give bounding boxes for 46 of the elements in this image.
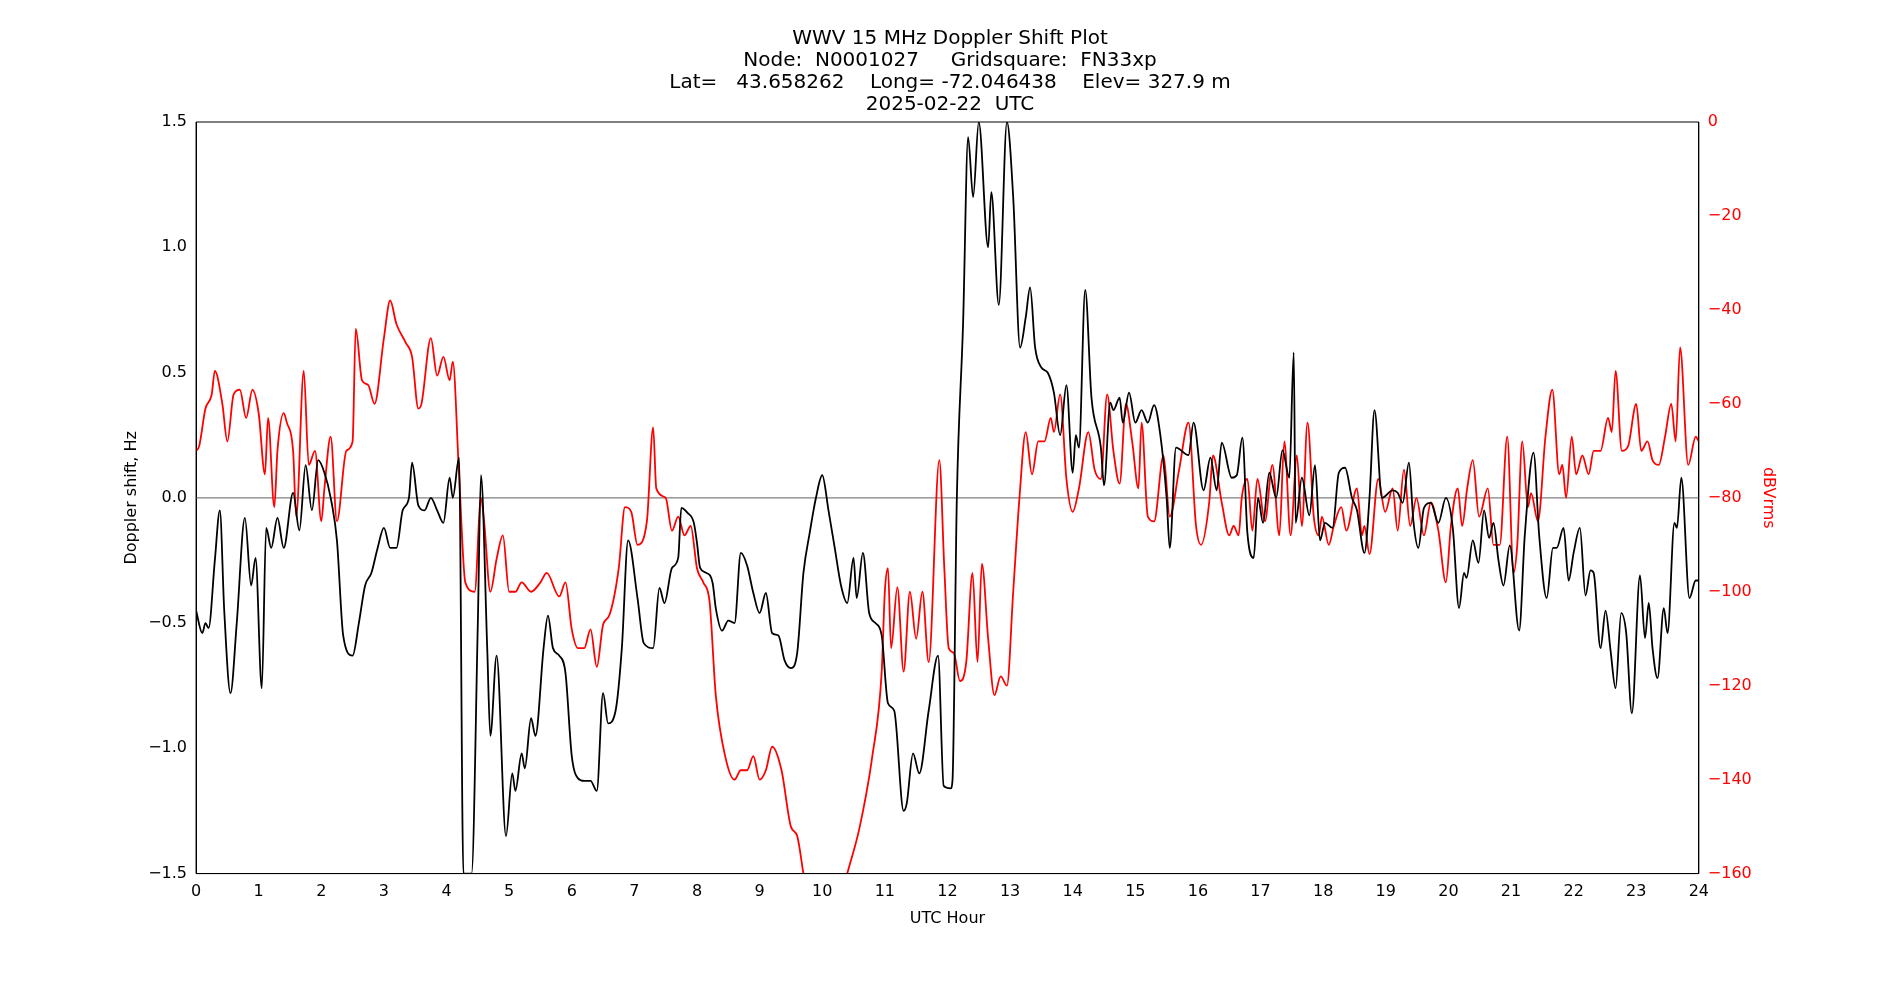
x-tick-label: 14 [1062, 881, 1083, 901]
x-tick-label: 15 [1125, 881, 1146, 901]
x-tick-label: 18 [1312, 881, 1334, 901]
x-tick-label: 1 [253, 881, 264, 901]
x-tick-label: 24 [1688, 881, 1710, 901]
y2-tick-label: 0 [1707, 111, 1719, 131]
y-axis-title: Doppler shift, Hz [120, 431, 140, 565]
x-tick-label: 5 [504, 881, 515, 901]
y2-tick-label: −160 [1707, 862, 1752, 882]
y-tick-label: 0.5 [161, 361, 188, 381]
x-tick-label: 21 [1500, 881, 1522, 901]
y-tick-label: −0.5 [148, 612, 188, 632]
x-tick-label: 8 [691, 881, 703, 901]
chart-title: WWV 15 MHz Doppler Shift Plot Node: N0001027 Gridsquare: FN33xp Lat= 43.658262 Long= -72.046438 Elev= 327.9 m 2025-02-22 UTC [669, 25, 1231, 116]
y2-tick-label: −120 [1707, 674, 1752, 694]
y-tick-label: 0.0 [161, 486, 188, 506]
y2-tick-label: −20 [1707, 205, 1742, 225]
x-tick-label: 11 [874, 881, 896, 901]
x-tick-label: 9 [754, 881, 765, 901]
y-tick-label: −1.0 [148, 737, 188, 757]
x-tick-label: 12 [937, 881, 958, 901]
y2-axis-title: dBVrms [1760, 466, 1780, 529]
y-tick-label: 1.0 [161, 236, 188, 256]
x-tick-label: 16 [1187, 881, 1209, 901]
y2-tick-label: −60 [1707, 393, 1742, 413]
x-tick-label: 2 [316, 881, 327, 901]
x-tick-label: 19 [1375, 881, 1396, 901]
x-tick-label: 22 [1563, 881, 1584, 901]
x-tick-label: 17 [1250, 881, 1271, 901]
line-series [196, 122, 1699, 874]
y2-tick-label: −100 [1707, 580, 1752, 600]
x-tick-label: 10 [812, 881, 833, 901]
x-tick-label: 4 [441, 881, 452, 901]
y2-tick-label: −40 [1707, 299, 1742, 319]
x-tick-label: 7 [629, 881, 640, 901]
y-tick-label: 1.5 [161, 111, 188, 131]
x-tick-label: 0 [190, 881, 202, 901]
y2-tick-label: −80 [1707, 486, 1742, 506]
x-axis-title: UTC Hour [909, 907, 986, 927]
y2-tick-label: −140 [1707, 768, 1752, 788]
x-tick-label: 6 [566, 881, 577, 901]
y-tick-label: −1.5 [148, 862, 188, 882]
x-tick-label: 20 [1438, 881, 1459, 901]
x-tick-label: 23 [1626, 881, 1647, 901]
x-tick-label: 13 [999, 881, 1021, 901]
x-tick-label: 3 [378, 881, 389, 901]
